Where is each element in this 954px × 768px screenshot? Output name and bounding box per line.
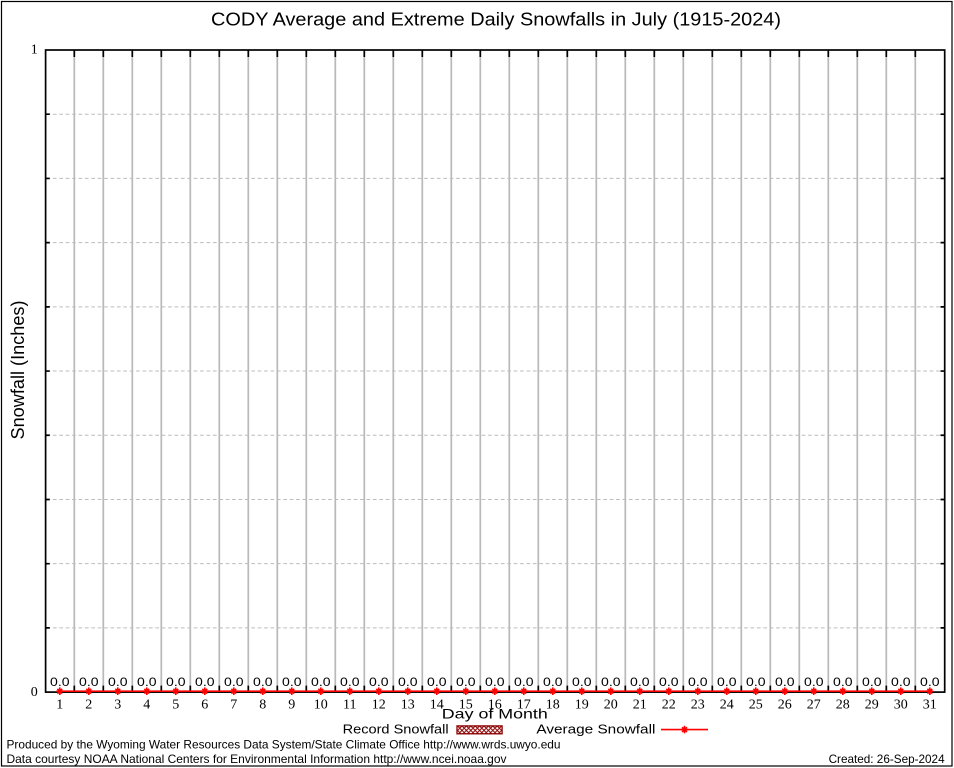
svg-text:0.0: 0.0 (224, 675, 244, 689)
svg-text:0.0: 0.0 (514, 675, 534, 689)
svg-text:21: 21 (633, 697, 647, 712)
svg-text:0.0: 0.0 (717, 675, 737, 689)
svg-text:23: 23 (691, 697, 705, 712)
svg-text:10: 10 (314, 697, 328, 712)
svg-text:2: 2 (85, 697, 92, 712)
svg-text:0.0: 0.0 (804, 675, 824, 689)
svg-text:0.0: 0.0 (485, 675, 505, 689)
svg-text:29: 29 (865, 697, 879, 712)
svg-text:0.0: 0.0 (166, 675, 186, 689)
svg-text:0.0: 0.0 (572, 675, 592, 689)
svg-text:0.0: 0.0 (50, 675, 70, 689)
svg-text:0.0: 0.0 (601, 675, 621, 689)
svg-text:0.0: 0.0 (659, 675, 679, 689)
svg-text:0.0: 0.0 (543, 675, 563, 689)
svg-text:Snowfall (Inches): Snowfall (Inches) (8, 301, 28, 440)
svg-text:0.0: 0.0 (79, 675, 99, 689)
svg-text:0.0: 0.0 (108, 675, 128, 689)
svg-text:26: 26 (778, 697, 792, 712)
svg-text:17: 17 (517, 697, 531, 712)
svg-text:0.0: 0.0 (630, 675, 650, 689)
svg-text:22: 22 (662, 697, 676, 712)
svg-text:0.0: 0.0 (746, 675, 766, 689)
svg-text:7: 7 (230, 697, 237, 712)
svg-text:0.0: 0.0 (340, 675, 360, 689)
svg-text:1: 1 (31, 43, 38, 58)
svg-text:Record Snowfall: Record Snowfall (343, 721, 449, 736)
svg-text:0.0: 0.0 (862, 675, 882, 689)
svg-text:0.0: 0.0 (137, 675, 157, 689)
svg-text:15: 15 (459, 697, 473, 712)
svg-text:0.0: 0.0 (775, 675, 795, 689)
svg-text:Produced by the Wyoming Water: Produced by the Wyoming Water Resources … (7, 738, 561, 752)
svg-text:0.0: 0.0 (427, 675, 447, 689)
svg-text:6: 6 (201, 697, 208, 712)
svg-text:0.0: 0.0 (920, 675, 940, 689)
svg-text:13: 13 (401, 697, 415, 712)
svg-text:CODY Average and Extreme Daily: CODY Average and Extreme Daily Snowfalls… (211, 9, 781, 29)
svg-text:0.0: 0.0 (369, 675, 389, 689)
svg-text:31: 31 (923, 697, 937, 712)
svg-text:27: 27 (807, 697, 821, 712)
svg-text:0.0: 0.0 (891, 675, 911, 689)
svg-text:12: 12 (372, 697, 386, 712)
svg-text:14: 14 (430, 697, 444, 712)
svg-text:0.0: 0.0 (398, 675, 418, 689)
svg-text:28: 28 (836, 697, 850, 712)
svg-text:0: 0 (31, 685, 38, 700)
svg-text:0.0: 0.0 (456, 675, 476, 689)
svg-text:16: 16 (488, 697, 502, 712)
svg-text:0.0: 0.0 (311, 675, 331, 689)
svg-text:Data courtesy NOAA National Ce: Data courtesy NOAA National Centers for … (7, 752, 507, 766)
svg-text:25: 25 (749, 697, 763, 712)
svg-text:19: 19 (575, 697, 589, 712)
svg-text:0.0: 0.0 (282, 675, 302, 689)
svg-text:0.0: 0.0 (253, 675, 273, 689)
svg-text:11: 11 (343, 697, 356, 712)
svg-text:1: 1 (56, 697, 63, 712)
svg-text:30: 30 (894, 697, 908, 712)
svg-text:Created: 26-Sep-2024: Created: 26-Sep-2024 (829, 752, 945, 766)
svg-text:Day of Month: Day of Month (442, 706, 548, 722)
svg-text:0.0: 0.0 (833, 675, 853, 689)
svg-text:0.0: 0.0 (195, 675, 215, 689)
svg-text:20: 20 (604, 697, 618, 712)
svg-text:3: 3 (114, 697, 121, 712)
svg-text:4: 4 (143, 697, 150, 712)
svg-text:0.0: 0.0 (688, 675, 708, 689)
svg-text:Average Snowfall: Average Snowfall (536, 721, 655, 736)
svg-text:18: 18 (546, 697, 560, 712)
svg-text:24: 24 (720, 697, 734, 712)
svg-text:9: 9 (288, 697, 295, 712)
svg-text:8: 8 (259, 697, 266, 712)
svg-text:5: 5 (172, 697, 179, 712)
